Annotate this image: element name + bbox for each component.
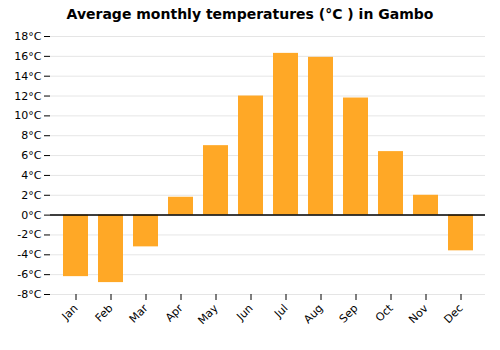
svg-text:4°C: 4°C: [21, 169, 41, 182]
svg-text:Aug: Aug: [301, 302, 325, 326]
svg-text:18°C: 18°C: [14, 30, 41, 43]
svg-text:-8°C: -8°C: [17, 288, 41, 301]
svg-text:Mar: Mar: [127, 301, 151, 325]
svg-text:Jan: Jan: [59, 302, 81, 324]
svg-text:-6°C: -6°C: [17, 268, 41, 281]
svg-text:8°C: 8°C: [21, 129, 41, 142]
svg-text:Oct: Oct: [373, 301, 396, 324]
svg-text:Apr: Apr: [163, 301, 186, 324]
svg-text:14°C: 14°C: [14, 70, 41, 83]
svg-text:Jul: Jul: [271, 302, 290, 321]
svg-text:0°C: 0°C: [21, 209, 41, 222]
svg-text:May: May: [195, 301, 221, 327]
svg-text:Feb: Feb: [93, 302, 116, 325]
svg-text:-2°C: -2°C: [17, 228, 41, 241]
svg-text:-4°C: -4°C: [17, 248, 41, 261]
svg-text:12°C: 12°C: [14, 90, 41, 103]
svg-text:Dec: Dec: [441, 302, 465, 326]
svg-text:16°C: 16°C: [14, 50, 41, 63]
html-text:Average monthly temperatures (: Average monthly temperatures (°C ) in Ga…: [66, 6, 434, 22]
svg-text:Nov: Nov: [406, 301, 431, 326]
svg-text:2°C: 2°C: [21, 189, 41, 202]
svg-text:10°C: 10°C: [14, 109, 41, 122]
svg-text:6°C: 6°C: [21, 149, 41, 162]
svg-text:Sep: Sep: [337, 302, 361, 326]
svg-text:Jun: Jun: [234, 302, 256, 324]
